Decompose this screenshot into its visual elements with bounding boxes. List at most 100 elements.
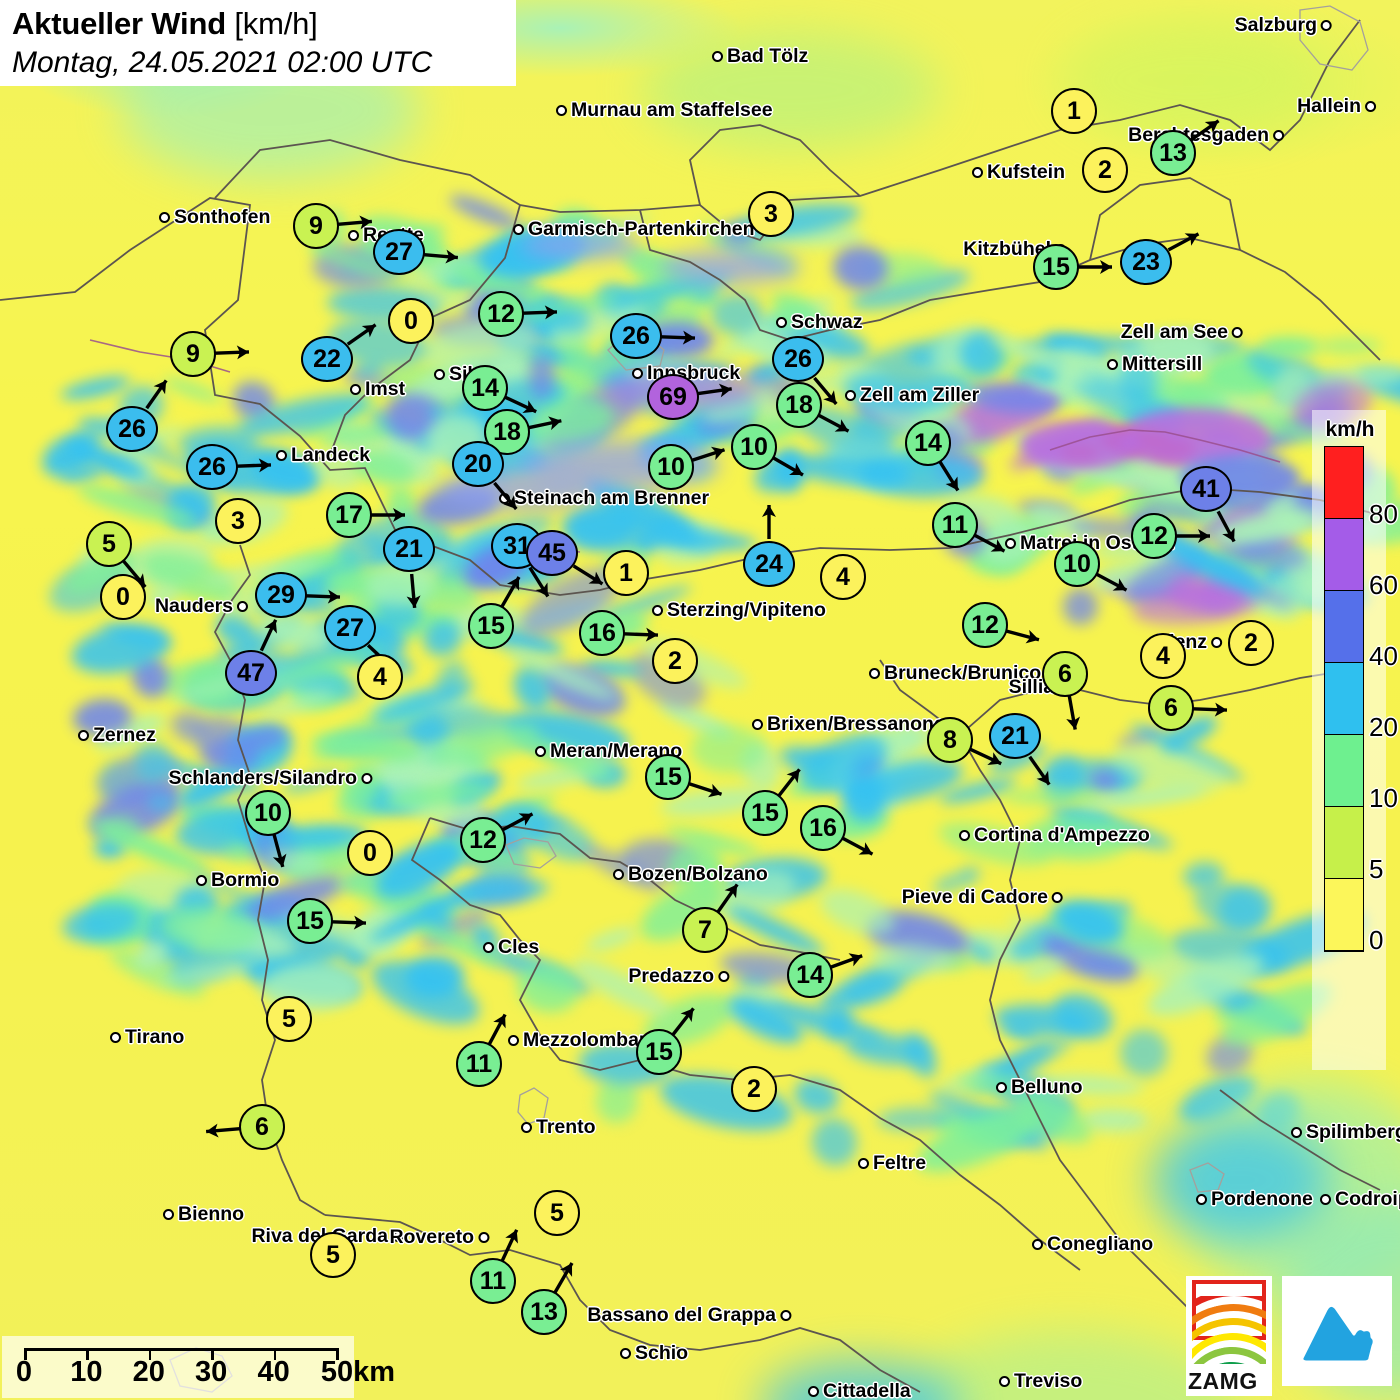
city-marker-icon <box>718 971 729 982</box>
wind-speed-bubble[interactable]: 15 <box>1033 244 1079 290</box>
title-card: Aktueller Wind [km/h] Montag, 24.05.2021… <box>0 0 516 86</box>
wind-speed-bubble[interactable]: 45 <box>526 530 578 576</box>
wind-speed-bubble[interactable]: 16 <box>800 805 846 851</box>
wind-speed-bubble[interactable]: 26 <box>610 313 662 359</box>
wind-speed-bubble[interactable]: 15 <box>636 1029 682 1075</box>
wind-speed-bubble[interactable]: 12 <box>460 817 506 863</box>
legend-caption: km/h <box>1325 418 1375 441</box>
city-name: Bruneck/Brunico <box>884 662 1042 684</box>
wind-speed-bubble[interactable]: 5 <box>534 1190 580 1236</box>
wind-speed-bubble[interactable]: 10 <box>1054 541 1100 587</box>
wind-speed-bubble[interactable]: 0 <box>388 298 434 344</box>
wind-speed-bubble[interactable]: 2 <box>731 1066 777 1112</box>
wind-speed-bubble[interactable]: 27 <box>373 229 425 275</box>
wind-speed-bubble[interactable]: 11 <box>470 1258 516 1304</box>
wind-speed-bubble[interactable]: 8 <box>927 717 973 763</box>
city-name: Schwaz <box>791 311 863 333</box>
city-name: Kitzbühel <box>963 238 1051 260</box>
wind-speed-bubble[interactable]: 23 <box>1120 239 1172 285</box>
city-label: Steinach am Brenner <box>499 487 709 510</box>
wind-speed-bubble[interactable]: 0 <box>100 574 146 620</box>
wind-speed-bubble[interactable]: 2 <box>1082 147 1128 193</box>
wind-speed-bubble[interactable]: 6 <box>1148 685 1194 731</box>
wind-speed-bubble[interactable]: 4 <box>1140 633 1186 679</box>
wind-speed-bubble[interactable]: 41 <box>1180 466 1232 512</box>
wind-speed-bubble[interactable]: 10 <box>648 444 694 490</box>
wind-speed-bubble[interactable]: 10 <box>731 424 777 470</box>
wind-speed-bubble[interactable]: 9 <box>170 331 216 377</box>
distance-tick-label: 20 <box>132 1356 165 1388</box>
wind-speed-bubble[interactable]: 5 <box>86 521 132 567</box>
city-marker-icon <box>1273 130 1284 141</box>
wind-speed-bubble[interactable]: 14 <box>787 952 833 998</box>
city-marker-icon <box>752 719 763 730</box>
wind-speed-bubble[interactable]: 20 <box>452 441 504 487</box>
wind-speed-bubble[interactable]: 3 <box>215 498 261 544</box>
wind-speed-bubble[interactable]: 18 <box>776 382 822 428</box>
wind-speed-bubble[interactable]: 10 <box>245 790 291 836</box>
wind-speed-bubble[interactable]: 15 <box>645 754 691 800</box>
wind-speed-bubble[interactable]: 26 <box>106 406 158 452</box>
city-name: Predazzo <box>628 965 714 987</box>
city-marker-icon <box>999 1376 1010 1387</box>
wind-speed-bubble[interactable]: 13 <box>1150 130 1196 176</box>
city-marker-icon <box>1320 1194 1331 1205</box>
wind-speed-bubble[interactable]: 17 <box>326 492 372 538</box>
wind-speed-bubble[interactable]: 1 <box>603 550 649 596</box>
wind-speed-bubble[interactable]: 4 <box>357 654 403 700</box>
city-name: Sterzing/Vipiteno <box>667 599 826 621</box>
city-marker-icon <box>535 746 546 757</box>
wind-speed-bubble[interactable]: 15 <box>468 603 514 649</box>
city-marker-icon <box>780 1310 791 1321</box>
wind-speed-bubble[interactable]: 6 <box>1042 651 1088 697</box>
city-label: Imst <box>350 378 405 401</box>
wind-speed-bubble[interactable]: 21 <box>383 526 435 572</box>
city-marker-icon <box>1291 1127 1302 1138</box>
distance-tick-label: 30 <box>195 1356 228 1388</box>
wind-speed-bubble[interactable]: 12 <box>962 602 1008 648</box>
wind-speed-bubble[interactable]: 13 <box>521 1289 567 1335</box>
wind-speed-bubble[interactable]: 3 <box>748 191 794 237</box>
wind-speed-bubble[interactable]: 12 <box>478 291 524 337</box>
wind-speed-bubble[interactable]: 5 <box>310 1232 356 1278</box>
title-main: Aktueller Wind <box>12 6 226 41</box>
city-name: Zell am Ziller <box>860 384 980 406</box>
wind-speed-bubble[interactable]: 1 <box>1051 88 1097 134</box>
wind-speed-bubble[interactable]: 6 <box>239 1104 285 1150</box>
city-marker-icon <box>620 1348 631 1359</box>
wind-speed-bubble[interactable]: 0 <box>347 830 393 876</box>
wind-speed-bubble[interactable]: 29 <box>255 572 307 618</box>
city-label: Spilimbergo <box>1291 1121 1400 1144</box>
legend-tick-label: 40 <box>1369 640 1398 671</box>
wind-speed-bubble[interactable]: 27 <box>324 605 376 651</box>
wind-speed-bubble[interactable]: 24 <box>743 541 795 587</box>
city-name: Nauders <box>154 595 233 617</box>
wind-speed-bubble[interactable]: 11 <box>932 502 978 548</box>
wind-speed-bubble[interactable]: 14 <box>905 420 951 466</box>
wind-speed-bubble[interactable]: 7 <box>682 907 728 953</box>
wind-speed-bubble[interactable]: 15 <box>742 790 788 836</box>
wind-speed-bubble[interactable]: 14 <box>462 365 508 411</box>
wind-speed-bubble[interactable]: 11 <box>456 1041 502 1087</box>
distance-scale-labels: 0 10 20 30 40 50km <box>2 1356 395 1396</box>
city-label: Meran/Merano <box>535 740 682 763</box>
wind-speed-bubble[interactable]: 47 <box>225 650 277 696</box>
wind-speed-bubble[interactable]: 21 <box>989 713 1041 759</box>
wind-speed-bubble[interactable]: 26 <box>186 444 238 490</box>
legend-band <box>1325 807 1363 879</box>
city-name: Hallein <box>1297 95 1361 117</box>
wind-speed-bubble[interactable]: 26 <box>772 336 824 382</box>
city-marker-icon <box>237 601 248 612</box>
wind-speed-bubble[interactable]: 15 <box>287 898 333 944</box>
wind-speed-bubble[interactable]: 12 <box>1131 513 1177 559</box>
wind-speed-bubble[interactable]: 4 <box>820 554 866 600</box>
wind-speed-bubble[interactable]: 22 <box>301 336 353 382</box>
wind-speed-bubble[interactable]: 9 <box>293 203 339 249</box>
wind-speed-bubble[interactable]: 2 <box>652 638 698 684</box>
legend-band <box>1325 879 1363 951</box>
wind-speed-bubble[interactable]: 69 <box>647 374 699 420</box>
wind-speed-bubble[interactable]: 5 <box>266 996 312 1042</box>
wind-speed-bubble[interactable]: 16 <box>579 610 625 656</box>
city-label: Mezzolombardo <box>508 1029 670 1052</box>
wind-speed-bubble[interactable]: 2 <box>1228 620 1274 666</box>
